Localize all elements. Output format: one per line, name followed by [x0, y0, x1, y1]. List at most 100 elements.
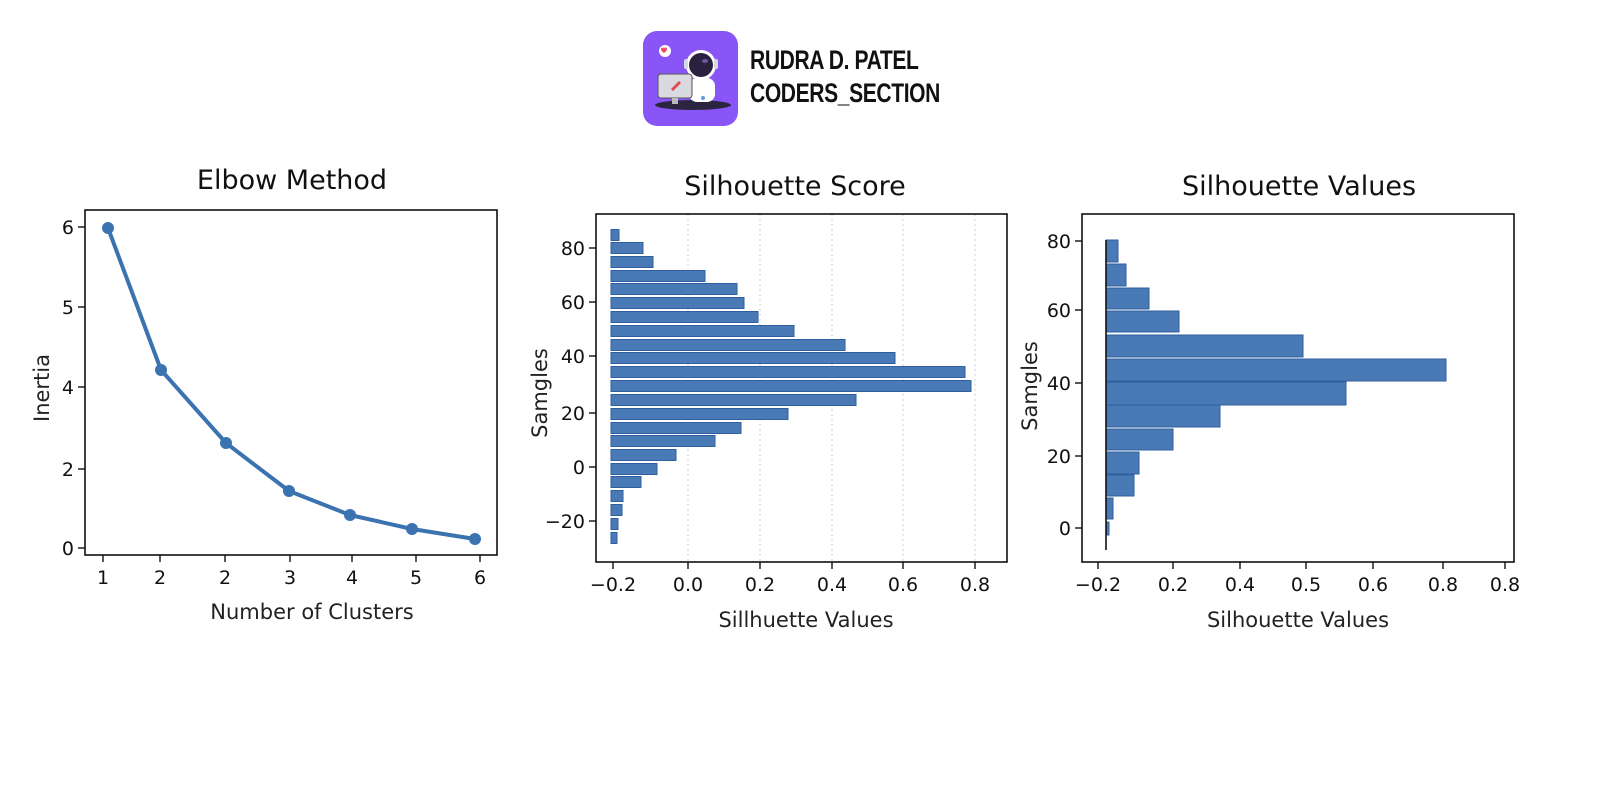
- x-tick-label: 0.8: [1428, 574, 1458, 596]
- x-tick-label: 0.4: [1225, 574, 1255, 596]
- x-axis-label: Sillhuette Values: [718, 608, 893, 632]
- x-tick-label: 2: [219, 567, 231, 589]
- y-axis-ticks: −20 0 20 40 60 80: [545, 238, 596, 533]
- x-axis-label: Silhouette Values: [1207, 608, 1389, 632]
- silhouette-score-chart: Silhouette Score −0.2 0.0 0.2 0.4 0.6 0.8 −20…: [528, 171, 1008, 632]
- x-tick-label: 0.8: [960, 574, 990, 596]
- bar: [610, 490, 624, 502]
- bar: [1105, 310, 1180, 333]
- bar: [610, 366, 966, 378]
- elbow-method-chart: Elbow Method 1 2 2 3 4 5 6 0 2 4 5 6 Number of Clu…: [30, 165, 498, 624]
- astronaut-at-computer-icon: [655, 45, 731, 110]
- y-tick-label: 0: [62, 538, 74, 560]
- y-tick-label: 80: [561, 238, 585, 260]
- bar: [610, 256, 654, 268]
- y-tick-label: 20: [1047, 446, 1071, 468]
- y-axis-label: Samgles: [528, 348, 552, 438]
- y-axis-label: Inertia: [30, 354, 54, 422]
- y-axis-label: Samgles: [1018, 341, 1042, 431]
- bar: [610, 380, 972, 392]
- y-tick-label: 60: [561, 292, 585, 314]
- y-axis-ticks: 0 20 40 60 80: [1047, 231, 1082, 540]
- bar: [610, 422, 742, 434]
- x-tick-label: 2: [154, 567, 166, 589]
- brand-name: RUDRA D. PATEL: [750, 45, 919, 75]
- bar: [610, 283, 738, 295]
- y-tick-label: −20: [545, 511, 585, 533]
- data-point-marker: [406, 523, 418, 535]
- y-tick-label: 0: [573, 457, 585, 479]
- y-tick-label: 6: [62, 217, 74, 239]
- x-tick-label: 5: [410, 567, 422, 589]
- silhouette-values-chart: Silhouette Values −0.2 0.2 0.4 0.5 0.6 0.8 0.8…: [1018, 171, 1520, 632]
- x-tick-label: −0.2: [1075, 574, 1121, 596]
- bar: [1105, 334, 1304, 358]
- chart-title: Silhouette Values: [1182, 171, 1416, 202]
- bar: [1105, 451, 1140, 475]
- data-point-marker: [155, 364, 167, 376]
- bar: [1105, 358, 1447, 382]
- bar: [1105, 263, 1127, 287]
- x-axis-ticks: −0.2 0.0 0.2 0.4 0.6 0.8: [590, 562, 990, 596]
- bar: [610, 311, 759, 323]
- plot-frame: [595, 213, 1008, 563]
- x-tick-label: 0.8: [1490, 574, 1520, 596]
- bar: [610, 532, 618, 544]
- bar: [610, 339, 846, 351]
- silhouette-bars: [610, 229, 972, 544]
- x-axis-label: Number of Clusters: [210, 600, 413, 624]
- x-tick-label: 0.2: [745, 574, 775, 596]
- bar: [610, 435, 716, 447]
- bar: [1105, 404, 1221, 428]
- y-tick-label: 20: [561, 403, 585, 425]
- y-tick-label: 40: [561, 346, 585, 368]
- bar: [1105, 239, 1119, 263]
- x-axis-ticks: 1 2 2 3 4 5 6: [97, 555, 486, 589]
- silhouette-bars: [1105, 239, 1447, 550]
- bar: [1105, 428, 1174, 451]
- chart-title: Elbow Method: [197, 165, 387, 196]
- x-tick-label: 0.5: [1291, 574, 1321, 596]
- data-point-marker: [469, 533, 481, 545]
- x-tick-label: 6: [474, 567, 486, 589]
- bar: [610, 408, 789, 420]
- bar: [610, 463, 658, 475]
- data-point-marker: [102, 222, 114, 234]
- bar: [610, 270, 706, 282]
- y-tick-label: 4: [62, 377, 74, 399]
- plot-frame: [1081, 213, 1515, 563]
- x-tick-label: −0.2: [590, 574, 636, 596]
- bar: [610, 394, 857, 406]
- bar: [1105, 474, 1135, 497]
- brand-logo: [643, 31, 738, 126]
- x-axis-ticks: −0.2 0.2 0.4 0.5 0.6 0.8 0.8: [1075, 562, 1520, 596]
- y-axis-ticks: 0 2 4 5 6: [62, 217, 85, 560]
- bar: [610, 242, 644, 254]
- y-tick-label: 5: [62, 297, 74, 319]
- brand-subtitle: CODERS_SECTION: [750, 78, 940, 108]
- chart-title: Silhouette Score: [684, 171, 905, 202]
- inertia-line-series: [102, 222, 481, 545]
- bar: [610, 352, 896, 364]
- bar: [610, 476, 642, 488]
- bar: [610, 504, 623, 516]
- x-tick-label: 1: [97, 567, 109, 589]
- data-point-marker: [220, 437, 232, 449]
- brand-text: RUDRA D. PATEL CODERS_SECTION: [750, 44, 940, 110]
- data-point-marker: [283, 485, 295, 497]
- y-tick-label: 60: [1047, 300, 1071, 322]
- y-tick-label: 2: [62, 459, 74, 481]
- bar: [610, 449, 677, 461]
- x-tick-label: 0.2: [1158, 574, 1188, 596]
- data-point-marker: [344, 509, 356, 521]
- plot-frame: [84, 209, 498, 556]
- bar: [610, 518, 619, 530]
- vertical-gridlines: [687, 214, 976, 562]
- bar: [610, 297, 745, 309]
- x-tick-label: 4: [346, 567, 358, 589]
- y-tick-label: 0: [1059, 518, 1071, 540]
- x-tick-label: 0.4: [817, 574, 847, 596]
- bar: [610, 325, 795, 337]
- bar: [1105, 381, 1347, 406]
